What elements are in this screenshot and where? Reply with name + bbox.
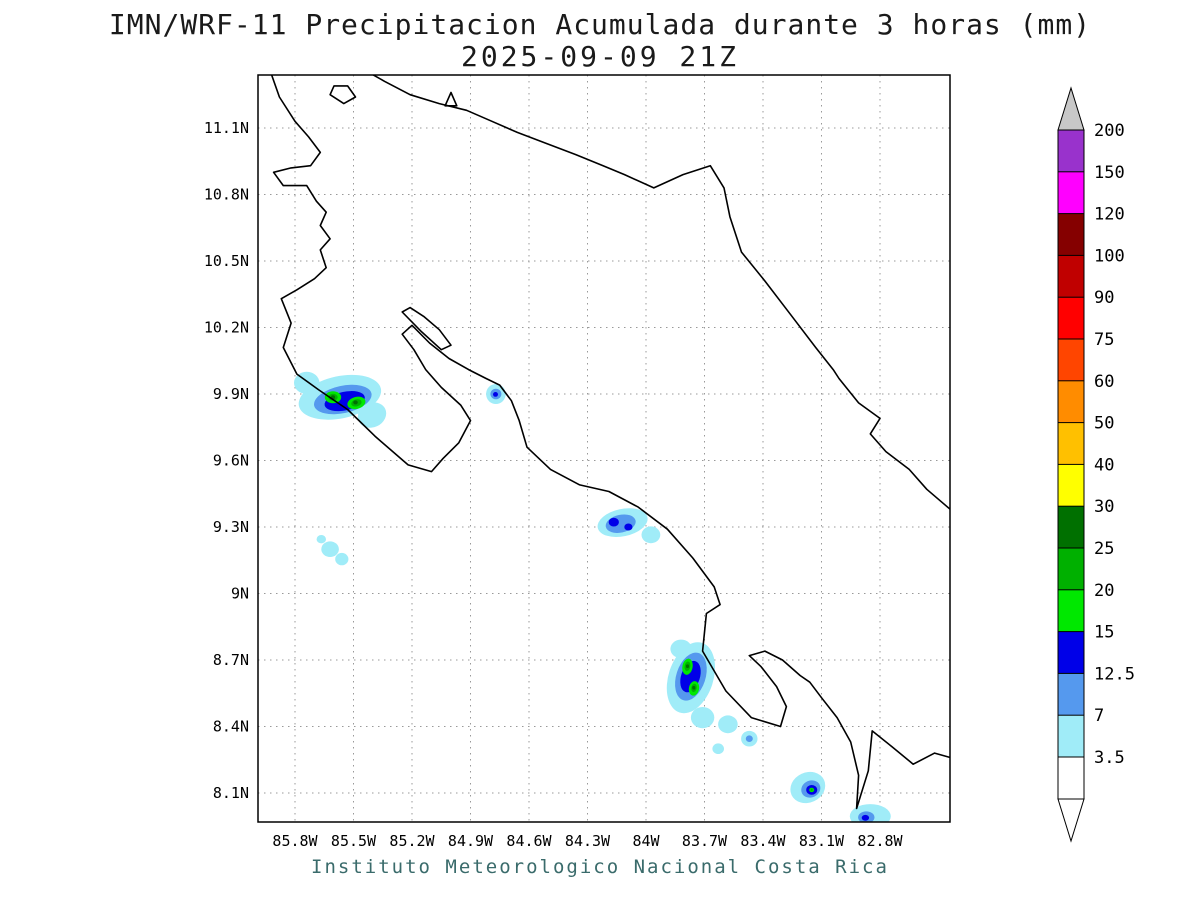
lat-tick-label: 10.8N	[204, 186, 249, 204]
colorbar-band	[1057, 296, 1085, 341]
precip-area-southeast-8.1N	[790, 771, 826, 804]
coastline-island	[329, 85, 357, 105]
colorbar-band	[1057, 463, 1085, 508]
colorbar-label: 75	[1094, 330, 1114, 350]
coastline-island	[444, 91, 458, 107]
colorbar-label: 150	[1094, 163, 1125, 183]
lon-tick-label: 84.6W	[506, 832, 552, 850]
colorbar-band	[1057, 338, 1085, 382]
colorbar-label: 25	[1094, 539, 1114, 559]
lon-tick-label: 84.9W	[448, 832, 494, 850]
colorbar-label: 40	[1094, 455, 1114, 475]
lon-tick-label: 83.1W	[799, 832, 845, 850]
precip-contour-12.5mm	[624, 523, 633, 531]
footer-credit: Instituto Meteorologico Nacional Costa R…	[311, 856, 889, 878]
precip-contour-3.5mm	[712, 743, 724, 754]
lat-tick-label: 10.5N	[204, 252, 249, 270]
colorbar-label: 100	[1094, 246, 1125, 266]
precip-area-burica-bottom-edge	[849, 804, 891, 822]
precip-contour-3.5mm	[357, 402, 387, 428]
coastline-caribbean-border	[372, 75, 950, 510]
precip-area-central-pacific-9.3N	[597, 508, 661, 544]
colorbar-label: 12.5	[1094, 664, 1135, 684]
lon-tick-label: 82.8W	[857, 832, 903, 850]
precip-contour-3.5mm	[316, 535, 326, 544]
lon-tick-label: 84.3W	[565, 832, 611, 850]
colorbar-band	[1057, 714, 1085, 759]
colorbar-arrow-top	[1057, 86, 1085, 131]
colorbar: 200 150 120 100 90 75 60 50 40 30 25 20 15 12.5 7 3.5	[1057, 86, 1135, 843]
precip-contour-25mm	[685, 664, 690, 668]
lon-tick-label: 83.7W	[682, 832, 728, 850]
lat-tick-label: 9N	[231, 585, 249, 603]
lat-tick-label: 8.1N	[213, 784, 249, 802]
colorbar-label: 15	[1094, 623, 1114, 643]
lat-tick-label: 8.4N	[213, 718, 249, 736]
precip-contour-25mm	[692, 685, 696, 690]
coastline	[270, 75, 950, 810]
colorbar-label: 3.5	[1094, 748, 1125, 768]
lat-tick-label: 10.2N	[204, 319, 249, 337]
precip-contour-7mm	[745, 735, 753, 742]
colorbar-band	[1057, 254, 1085, 299]
precip-contour-20mm	[810, 788, 813, 792]
lon-tick-label: 84W	[632, 832, 660, 850]
plot-title: IMN/WRF-11 Precipitacion Acumulada duran…	[108, 8, 1092, 41]
colorbar-band	[1057, 171, 1085, 215]
lon-tick-label: 85.2W	[389, 832, 435, 850]
plot-subtitle-datetime: 2025-09-09 21Z	[460, 40, 739, 73]
colorbar-band	[1057, 213, 1085, 257]
colorbar-label: 50	[1094, 414, 1114, 434]
precip-area-nicoya-inland-9.2N	[316, 535, 349, 566]
precip-area-osa-peninsula	[666, 639, 716, 729]
colorbar-band	[1057, 422, 1085, 466]
precip-contour-3.5mm	[641, 526, 661, 544]
precip-contour-12.5mm	[608, 517, 619, 527]
colorbar-band-below-min	[1057, 756, 1085, 800]
gridlines	[258, 75, 950, 822]
colorbar-label: 90	[1094, 288, 1114, 308]
colorbar-arrow-bottom	[1057, 798, 1085, 843]
colorbar-band	[1057, 547, 1085, 591]
lat-tick-label: 8.7N	[213, 651, 249, 669]
precip-area-nicoya-south-coast	[294, 371, 387, 428]
lat-tick-label: 9.9N	[213, 385, 249, 403]
colorbar-band	[1057, 380, 1085, 424]
colorbar-label: 60	[1094, 372, 1114, 392]
colorbar-label: 120	[1094, 205, 1125, 225]
lon-tick-label: 85.8W	[272, 832, 318, 850]
coastline-island	[401, 306, 452, 351]
colorbar-label: 7	[1094, 706, 1104, 726]
lat-tick-label: 11.1N	[204, 119, 249, 137]
colorbar-band	[1057, 589, 1085, 633]
lon-tick-label: 85.5W	[331, 832, 377, 850]
colorbar-band	[1057, 505, 1085, 550]
precip-contour-12.5mm	[861, 814, 870, 821]
lon-tick-label: 83.4W	[740, 832, 786, 850]
precip-contour-3.5mm	[718, 715, 738, 734]
colorbar-band	[1057, 129, 1085, 173]
colorbar-label: 20	[1094, 581, 1114, 601]
precip-contour-12.5mm	[493, 392, 498, 397]
precipitation-shading	[294, 371, 891, 822]
precip-area-golfo-dulce-south	[712, 715, 758, 754]
precip-area-gulf-of-nicoya	[486, 384, 506, 404]
colorbar-label: 200	[1094, 121, 1125, 141]
axis-labels: 11.1N 10.8N 10.5N 10.2N 9.9N 9.6N 9.3N 9N 8.7N 8.…	[204, 119, 904, 850]
map-area	[258, 75, 950, 822]
plot-border	[257, 74, 951, 823]
lat-tick-label: 9.3N	[213, 518, 249, 536]
lat-tick-label: 9.6N	[213, 452, 249, 470]
precip-contour-25mm	[353, 400, 358, 405]
precip-contour-3.5mm	[335, 552, 349, 566]
colorbar-band	[1057, 672, 1085, 717]
colorbar-band	[1057, 631, 1085, 675]
precip-contour-3.5mm	[690, 707, 715, 729]
coastline-pacific	[270, 75, 950, 810]
precip-contour-3.5mm	[321, 541, 339, 557]
colorbar-label: 30	[1094, 497, 1114, 517]
